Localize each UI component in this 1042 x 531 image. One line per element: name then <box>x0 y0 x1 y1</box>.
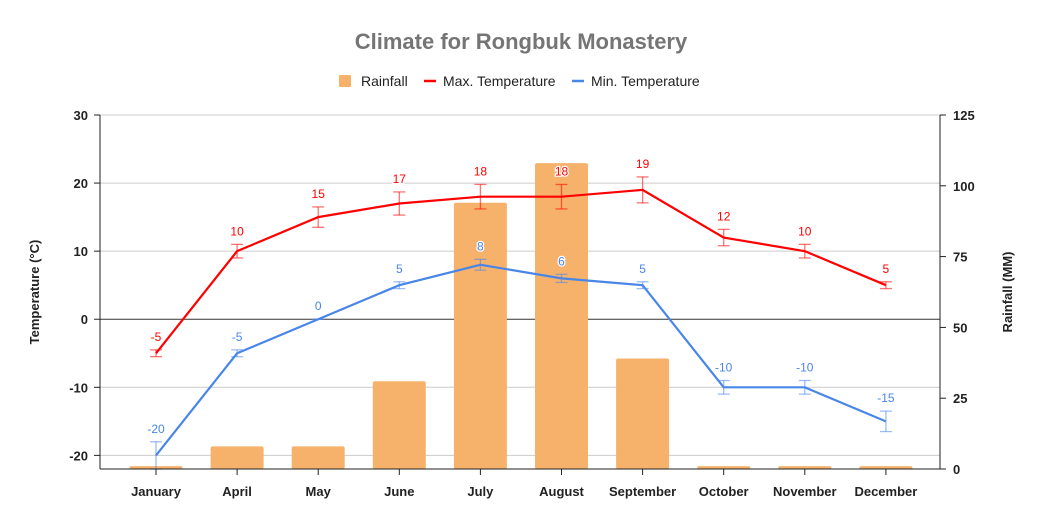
legend-label: Max. Temperature <box>443 73 556 89</box>
left-tick-label: -20 <box>69 448 88 463</box>
data-label: 10 <box>798 224 812 238</box>
x-tick-label: December <box>854 484 917 499</box>
x-tick-label: November <box>773 484 837 499</box>
data-label: 0 <box>315 299 322 313</box>
error-bar <box>555 273 568 284</box>
right-tick-label: 25 <box>953 391 967 406</box>
data-label: 6 <box>558 254 565 268</box>
error-bar <box>717 379 730 395</box>
error-bar <box>555 183 568 210</box>
data-label: -10 <box>715 361 733 375</box>
error-bar <box>879 410 892 433</box>
error-bar <box>393 281 406 290</box>
rainfall-bar <box>778 466 832 469</box>
rainfall-bar <box>453 202 507 470</box>
data-label: -10 <box>796 361 814 375</box>
right-tick-label: 0 <box>953 462 960 477</box>
rainfall-bar <box>616 358 670 469</box>
data-label: 5 <box>883 262 890 276</box>
series-line <box>155 263 887 457</box>
error-bar <box>150 349 162 358</box>
rainfall-bar <box>697 466 751 469</box>
left-tick-label: 30 <box>74 108 88 123</box>
right-tick-label: 100 <box>953 179 975 194</box>
right-axis-title: Rainfall (MM) <box>1000 252 1015 333</box>
x-tick-label: August <box>539 484 584 499</box>
x-tick-label: July <box>467 484 494 499</box>
data-label: -15 <box>877 391 895 405</box>
error-bar <box>231 243 244 259</box>
right-tick-label: 125 <box>953 108 975 123</box>
left-tick-label: 10 <box>74 244 88 259</box>
left-tick-label: 20 <box>74 176 88 191</box>
x-tick-label: April <box>222 484 252 499</box>
data-label: 17 <box>393 172 407 186</box>
data-label: 5 <box>639 262 646 276</box>
legend-label: Min. Temperature <box>591 73 700 89</box>
error-bar <box>636 176 649 204</box>
rainfall-bars <box>129 163 913 470</box>
data-label: 18 <box>474 164 488 178</box>
data-label: 8 <box>477 239 484 253</box>
rainfall-bar <box>291 446 345 469</box>
left-tick-label: 0 <box>81 312 88 327</box>
error-bar <box>474 183 487 210</box>
error-bar <box>636 281 649 290</box>
x-tick-label: September <box>609 484 676 499</box>
error-bar <box>312 206 325 228</box>
data-label: 5 <box>396 262 403 276</box>
left-tick-label: -10 <box>69 380 88 395</box>
left-axis-title: Temperature (°C) <box>27 240 42 345</box>
data-label: 18 <box>555 164 569 178</box>
rainfall-bar <box>535 163 588 470</box>
legend-swatch-rainfall <box>339 75 351 87</box>
right-tick-label: 75 <box>953 250 967 265</box>
error-bar <box>798 379 811 395</box>
x-tick-label: January <box>131 484 182 499</box>
x-tick-label: May <box>306 484 332 499</box>
gridlines <box>100 114 940 456</box>
rainfall-bar <box>210 446 264 469</box>
data-label: -20 <box>147 422 165 436</box>
right-tick-label: 50 <box>953 320 967 335</box>
chart-title: Climate for Rongbuk Monastery <box>355 29 688 54</box>
error-bar <box>393 191 406 216</box>
x-tick-label: October <box>699 484 749 499</box>
error-bar <box>717 228 730 247</box>
legend: Rainfall Max. Temperature Min. Temperature <box>339 73 700 89</box>
data-label: -5 <box>232 330 243 344</box>
data-label: -5 <box>151 330 162 344</box>
data-label: 12 <box>717 209 731 223</box>
data-label: 19 <box>636 157 650 171</box>
temperature-lines: -5 10 15 17 18 18 19 12 10 5 -20 -5 0 5 8 6 5 -10 -10 -15 <box>146 156 896 470</box>
rainfall-bar <box>372 381 426 469</box>
data-label: 10 <box>230 224 244 238</box>
legend-label: Rainfall <box>361 73 408 89</box>
series-line <box>155 188 887 354</box>
rainfall-bar <box>859 466 913 469</box>
data-label: 15 <box>312 187 326 201</box>
error-bar <box>231 349 244 358</box>
error-bar <box>798 243 811 259</box>
error-bar <box>474 258 487 271</box>
x-tick-label: June <box>384 484 414 499</box>
error-bar <box>879 281 892 290</box>
